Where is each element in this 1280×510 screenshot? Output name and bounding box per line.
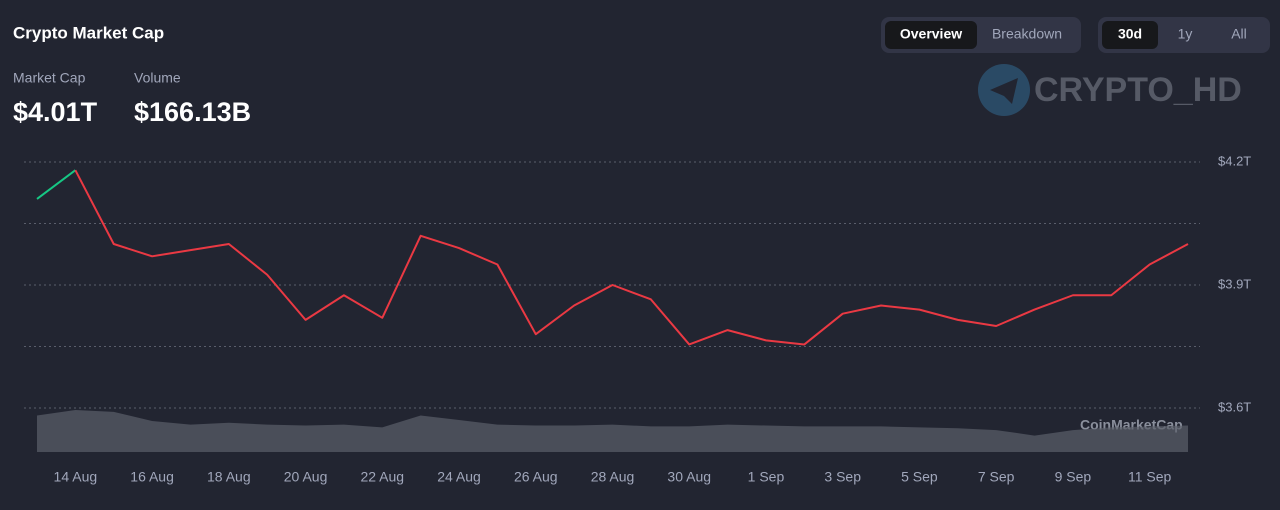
stat-label: Market Cap [13, 70, 86, 86]
y-tick-label: $3.9T [1218, 276, 1251, 291]
tab-active-bg [1102, 21, 1158, 49]
tab[interactable]: All [1231, 26, 1247, 42]
watermark: CRYPTO_HD [1034, 71, 1242, 109]
tab[interactable]: 1y [1178, 26, 1193, 42]
x-tick-label: 1 Sep [748, 469, 785, 485]
market-cap-line [36, 169, 76, 200]
x-tick-label: 9 Sep [1055, 469, 1092, 485]
x-tick-label: 22 Aug [360, 469, 404, 485]
tab[interactable]: Overview [900, 26, 962, 42]
tab[interactable]: 30d [1118, 26, 1142, 42]
tab-active-bg [885, 21, 977, 49]
x-tick-label: 16 Aug [130, 469, 174, 485]
stat-value: $4.01T [13, 97, 98, 127]
x-tick-label: 24 Aug [437, 469, 481, 485]
volume-area [37, 410, 1188, 452]
x-tick-label: 28 Aug [591, 469, 635, 485]
x-tick-label: 26 Aug [514, 469, 558, 485]
title: Crypto Market Cap [13, 23, 164, 42]
x-tick-label: 3 Sep [824, 469, 861, 485]
y-tick-label: $3.6T [1218, 399, 1251, 414]
tab[interactable]: Breakdown [992, 26, 1062, 42]
x-tick-label: 30 Aug [667, 469, 711, 485]
x-tick-label: 11 Sep [1128, 469, 1172, 485]
y-tick-label: $4.2T [1218, 153, 1251, 168]
x-tick-label: 14 Aug [54, 469, 98, 485]
market-cap-line [74, 169, 1189, 346]
x-tick-label: 18 Aug [207, 469, 251, 485]
stat-value: $166.13B [134, 97, 251, 127]
watermark-logo [978, 64, 1030, 116]
x-tick-label: 5 Sep [901, 469, 938, 485]
stat-label: Volume [134, 70, 181, 86]
x-tick-label: 7 Sep [978, 469, 1015, 485]
x-tick-label: 20 Aug [284, 469, 328, 485]
